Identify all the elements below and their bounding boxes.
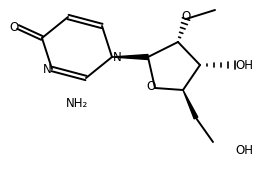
Text: O: O [181, 9, 191, 23]
Text: OH: OH [235, 144, 253, 157]
Text: O: O [9, 21, 19, 33]
Polygon shape [112, 55, 148, 60]
Text: NH₂: NH₂ [66, 97, 88, 110]
Text: N: N [113, 51, 121, 63]
Text: OH: OH [235, 58, 253, 71]
Text: N: N [43, 63, 51, 75]
Polygon shape [183, 90, 198, 119]
Text: O: O [146, 80, 156, 92]
